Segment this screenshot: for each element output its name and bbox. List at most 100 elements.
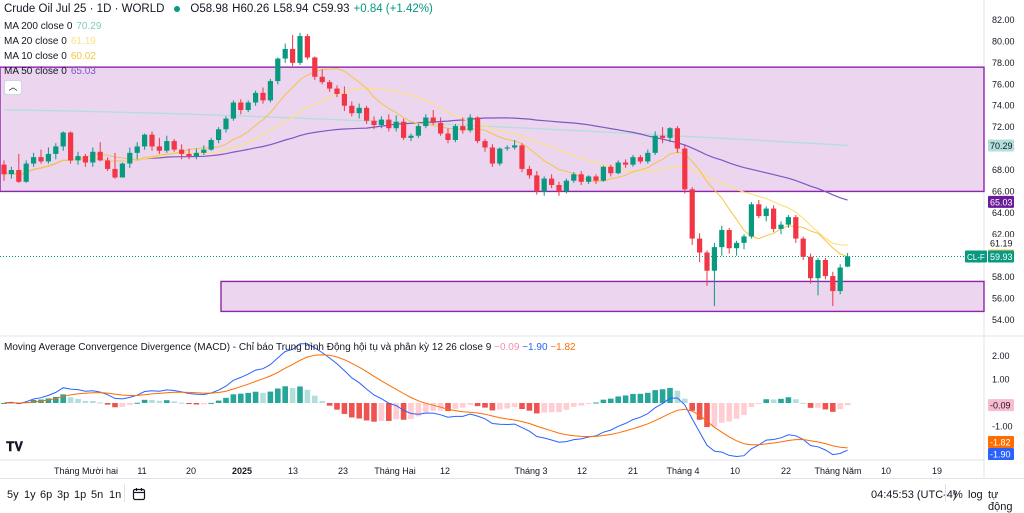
macd-histogram-bar (793, 399, 799, 403)
candle-body (785, 217, 791, 225)
macd-histogram-bar (748, 403, 755, 407)
macd-signal-value: −1.82 (550, 342, 576, 353)
macd-histogram-bar (112, 403, 118, 408)
toolbar-divider (124, 484, 125, 502)
macd-histogram-bar (844, 403, 851, 406)
candle-body (445, 133, 451, 140)
candle-body (497, 148, 503, 164)
macd-histogram-bar (363, 403, 370, 421)
timeframe-1n[interactable]: 1n (109, 489, 122, 501)
candle-body (193, 152, 199, 157)
auto-scale-toggle[interactable]: tự động (988, 489, 1013, 513)
candle-body (38, 157, 44, 162)
candle-body (68, 132, 74, 161)
macd-histogram-bar (156, 400, 163, 403)
macd-histogram-bar (371, 403, 377, 422)
timeframe-1y[interactable]: 1y (24, 489, 36, 501)
candle-body (275, 58, 281, 82)
timeframe-6p[interactable]: 6p (40, 489, 53, 501)
timeframe-3p[interactable]: 3p (57, 489, 70, 501)
candle-body (556, 185, 562, 192)
candle-body (216, 129, 222, 140)
macd-histogram-bar (45, 398, 52, 403)
time-tick-label: 2025 (232, 466, 252, 476)
macd-histogram-bar (90, 401, 96, 403)
price-tick-label: 74.00 (992, 101, 1015, 111)
candle-body (452, 126, 458, 140)
candle-body (800, 238, 806, 257)
clock-time[interactable]: 04:45:53 (UTC-4) (871, 489, 957, 501)
macd-badge-label: -0.09 (990, 401, 1011, 411)
ohlc-high: H60.26 (232, 3, 270, 15)
candle-body (674, 128, 680, 149)
macd-legend[interactable]: Moving Average Convergence Divergence (M… (4, 342, 576, 353)
macd-histogram-bar (415, 403, 422, 417)
candle-body (482, 141, 488, 148)
collapse-legend-button[interactable]: ︿ (4, 80, 22, 95)
candle-body (697, 238, 703, 253)
candle-body (830, 276, 836, 292)
macd-histogram-bar (519, 403, 525, 410)
macd-histogram-bar (837, 403, 843, 410)
macd-histogram-bar (238, 393, 244, 403)
macd-histogram-bar (289, 388, 296, 403)
macd-histogram-bar (223, 397, 229, 403)
time-tick-label: Tháng 4 (666, 466, 699, 476)
chevron-up-icon: ︿ (8, 82, 18, 92)
candle-body (512, 145, 518, 148)
macd-histogram-bar (119, 403, 126, 407)
candle-body (748, 204, 754, 237)
candle-body (304, 36, 310, 58)
macd-histogram-bar (830, 403, 836, 412)
candle-body (208, 140, 214, 150)
macd-histogram-bar (474, 403, 481, 407)
candle-body (504, 147, 510, 149)
indicator-value: 65.03 (70, 66, 96, 77)
candle-body (186, 153, 192, 157)
macd-histogram-bar (260, 392, 266, 403)
macd-histogram-bar (630, 393, 636, 403)
log-toggle[interactable]: log (968, 489, 983, 501)
candle-body (711, 247, 717, 271)
macd-histogram-bar (445, 403, 451, 412)
symbol-title[interactable]: Crude Oil Jul 25 · 1D · WORLD (4, 3, 165, 15)
bottom-toolbar: 5y 1y 6p 3p 1p 5n 1n 04:45:53 (UTC-4) % … (0, 478, 1024, 513)
macd-histogram-bar (30, 399, 37, 403)
candle-body (260, 92, 266, 101)
candle-body (393, 121, 399, 129)
candle-body (90, 151, 96, 163)
calendar-range-icon[interactable] (132, 487, 146, 501)
macd-params: 12 26 close 9 (431, 342, 492, 353)
tradingview-logo-icon[interactable]: 𝐓𝐕 (6, 439, 23, 454)
timeframe-1p[interactable]: 1p (74, 489, 87, 501)
candle-body (134, 146, 140, 153)
candle-body (31, 157, 37, 164)
candle-body (112, 168, 118, 178)
candle-body (682, 148, 688, 190)
candle-body (319, 76, 325, 83)
macd-title: Moving Average Convergence Divergence (M… (4, 342, 430, 353)
price-tick-label: 54.00 (992, 315, 1015, 325)
macd-histogram-bar (97, 402, 103, 404)
candle-body (541, 178, 547, 192)
percent-toggle[interactable]: % (953, 489, 963, 501)
timeframe-5y[interactable]: 5y (7, 489, 19, 501)
candle-body (179, 149, 185, 154)
macd-histogram-bar (608, 398, 614, 403)
indicator-ma50[interactable]: MA 50 close 0 65.03 (4, 66, 96, 77)
indicator-label: MA 200 close 0 (4, 21, 73, 32)
price-badge-label: 59.93 (990, 252, 1013, 262)
candle-body (808, 256, 814, 279)
indicator-ma200[interactable]: MA 200 close 0 70.29 (4, 21, 101, 32)
candle-body (837, 267, 843, 292)
macd-histogram-bar (600, 399, 607, 403)
indicator-ma10[interactable]: MA 10 close 0 60.02 (4, 51, 96, 62)
macd-histogram-bar (341, 403, 348, 414)
timeframe-5n[interactable]: 5n (91, 489, 104, 501)
candle-body (334, 88, 340, 94)
indicator-value: 70.29 (76, 21, 102, 32)
macd-histogram-bar (571, 403, 577, 407)
macd-hist-value: −0.09 (494, 342, 520, 353)
macd-histogram-bar (800, 402, 806, 404)
indicator-ma20[interactable]: MA 20 close 0 61.19 (4, 36, 96, 47)
